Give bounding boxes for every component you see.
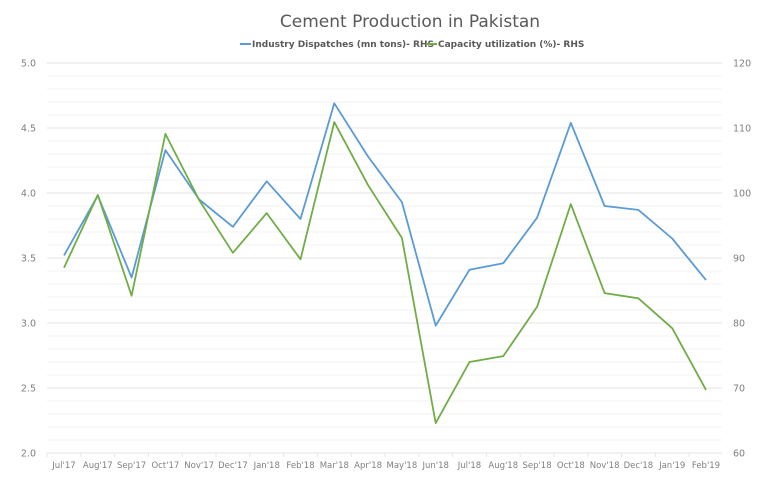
y-right-tick-label: 60: [733, 449, 745, 460]
x-tick-label: Mar'18: [320, 461, 349, 471]
legend-label-capacity: Capacity utilization (%)- RHS: [438, 40, 584, 50]
x-tick-label: Feb'19: [692, 461, 720, 471]
y-right-tick-label: 120: [733, 59, 751, 70]
y-left-tick-label: 4.5: [21, 124, 36, 135]
x-tick-label: Oct'18: [557, 461, 585, 471]
x-tick-label: Sep'18: [522, 461, 551, 471]
gridlines: [47, 62, 722, 454]
y-right-tick-label: 70: [733, 384, 745, 395]
x-axis: Jul'17 Aug'17 Sep'17 Oct'17 Nov'17 Dec'17 Jan'…: [46, 453, 720, 471]
x-tick-label: Aug'17: [83, 461, 113, 471]
y-left-tick-label: 2.5: [21, 384, 36, 395]
x-tick-label: Jan'19: [658, 461, 685, 471]
x-tick-label: Jul'18: [457, 461, 481, 471]
y-left-tick-label: 4.0: [21, 189, 36, 200]
x-tick-label: Dec'18: [624, 461, 654, 471]
x-tick-label: Jul'17: [51, 461, 75, 471]
legend-item-dispatches: Industry Dispatches (mn tons)- RHS: [240, 40, 434, 50]
y-axis-left: 5.0 4.5 4.0 3.5 3.0 2.5 2.0: [21, 59, 36, 460]
x-tick-label: Apr'18: [354, 461, 382, 471]
y-left-tick-label: 2.0: [21, 449, 36, 460]
series-line-capacity: [63, 121, 707, 425]
legend-label-dispatches: Industry Dispatches (mn tons)- RHS: [252, 40, 434, 50]
legend: Industry Dispatches (mn tons)- RHS Capac…: [240, 40, 584, 50]
x-tick-label: Feb'18: [286, 461, 314, 471]
y-axis-right: 120 110 100 90 80 70 60: [733, 59, 751, 460]
x-tick-label: Nov'18: [590, 461, 620, 471]
y-left-tick-label: 3.0: [21, 319, 36, 330]
x-tick-label: Dec'17: [218, 461, 248, 471]
x-tick-label: Jan'18: [253, 461, 280, 471]
legend-item-capacity: Capacity utilization (%)- RHS: [426, 40, 584, 50]
x-tick-label: May'18: [387, 461, 418, 471]
y-left-tick-label: 5.0: [21, 59, 36, 70]
y-right-tick-label: 80: [733, 319, 745, 330]
x-tick-label: Aug'18: [488, 461, 518, 471]
x-tick-label: Jun'18: [421, 461, 448, 471]
x-tick-label: Oct'17: [151, 461, 179, 471]
y-right-tick-label: 110: [733, 124, 751, 135]
x-tick-label: Sep'17: [117, 461, 146, 471]
y-left-tick-label: 3.5: [21, 254, 36, 265]
y-right-tick-label: 100: [733, 189, 751, 200]
series-line-dispatches: [63, 102, 707, 327]
x-tick-label: Nov'17: [184, 461, 214, 471]
chart-title: Cement Production in Pakistan: [280, 12, 540, 32]
y-right-tick-label: 90: [733, 254, 745, 265]
